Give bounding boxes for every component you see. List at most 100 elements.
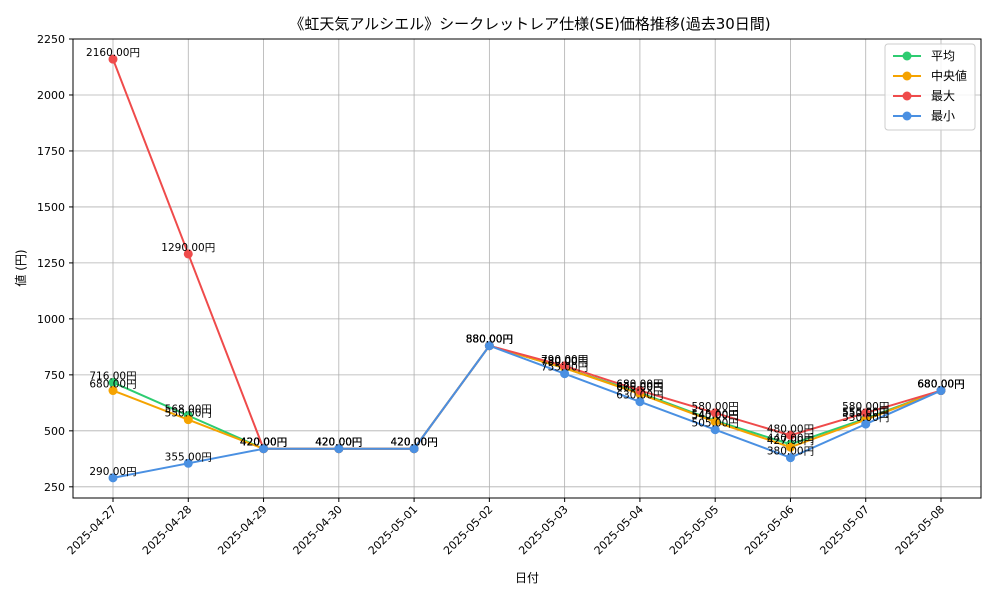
data-point bbox=[409, 444, 419, 454]
data-label: 420.00円 bbox=[240, 437, 287, 449]
data-label: 420.00円 bbox=[390, 437, 437, 449]
legend-entry: 中央値 bbox=[931, 68, 967, 83]
legend-marker bbox=[902, 91, 912, 101]
series-line bbox=[112, 58, 942, 450]
data-point bbox=[560, 369, 570, 379]
data-point bbox=[936, 386, 946, 396]
data-point bbox=[785, 430, 795, 440]
data-point bbox=[861, 419, 871, 429]
data-label: 680.00円 bbox=[917, 379, 964, 391]
data-point bbox=[635, 397, 645, 407]
y-axis-ticks: 250 500 750 1000 1250 1500 1750 2000 2250 bbox=[37, 33, 73, 494]
data-label: 665.00円 bbox=[616, 382, 663, 394]
x-tick-label: 2025-05-01 bbox=[366, 503, 420, 557]
data-point bbox=[183, 415, 193, 425]
legend-marker bbox=[902, 111, 912, 121]
data-label: 780.00円 bbox=[541, 356, 588, 368]
data-label: 580.00円 bbox=[692, 401, 739, 413]
data-label: 420.00円 bbox=[240, 437, 287, 449]
data-point bbox=[183, 458, 193, 468]
x-tick-label: 2025-05-02 bbox=[441, 503, 495, 557]
data-point bbox=[785, 453, 795, 463]
data-label: 420.00円 bbox=[315, 437, 362, 449]
data-label: 755.00円 bbox=[541, 362, 588, 374]
data-label: 680.00円 bbox=[89, 379, 136, 391]
data-label: 427.00円 bbox=[767, 435, 814, 447]
data-label: 680.00円 bbox=[917, 379, 964, 391]
data-label: 716.00円 bbox=[89, 370, 136, 382]
x-tick-label: 2025-04-27 bbox=[65, 503, 119, 557]
data-label: 555.00円 bbox=[842, 407, 889, 419]
y-tick-label: 1750 bbox=[37, 145, 65, 158]
data-label: 290.00円 bbox=[89, 466, 136, 478]
data-point bbox=[334, 444, 344, 454]
data-label: 420.00円 bbox=[390, 437, 437, 449]
data-label: 355.00円 bbox=[165, 451, 212, 463]
data-label: 880.00円 bbox=[466, 334, 513, 346]
data-label: 420.00円 bbox=[390, 437, 437, 449]
data-label: 420.00円 bbox=[240, 437, 287, 449]
data-point bbox=[710, 417, 720, 427]
y-tick-label: 750 bbox=[44, 369, 65, 382]
x-tick-label: 2025-05-04 bbox=[592, 503, 646, 557]
data-label: 545.00円 bbox=[692, 409, 739, 421]
data-label: 680.00円 bbox=[917, 379, 964, 391]
data-label: 880.00円 bbox=[466, 334, 513, 346]
data-label: 420.00円 bbox=[315, 437, 362, 449]
legend-box bbox=[884, 43, 976, 131]
series-line bbox=[112, 344, 942, 479]
data-label: 680.00円 bbox=[616, 379, 663, 391]
data-label: 420.00円 bbox=[240, 437, 287, 449]
data-label: 670.00円 bbox=[616, 381, 663, 393]
x-tick-label: 2025-04-29 bbox=[215, 503, 269, 557]
data-point bbox=[108, 386, 118, 396]
y-axis-label: 値 (円) bbox=[13, 249, 28, 286]
y-tick-label: 1500 bbox=[37, 201, 65, 214]
x-tick-label: 2025-05-05 bbox=[667, 503, 721, 557]
data-label: 380.00円 bbox=[767, 446, 814, 458]
x-tick-label: 2025-04-30 bbox=[291, 503, 345, 557]
data-label: 505.00円 bbox=[692, 418, 739, 430]
plot-area-frame bbox=[72, 38, 982, 499]
data-label: 880.00円 bbox=[466, 334, 513, 346]
x-tick-label: 2025-05-07 bbox=[817, 503, 871, 557]
data-point bbox=[108, 54, 118, 64]
data-point bbox=[785, 442, 795, 452]
data-point bbox=[560, 361, 570, 371]
data-point bbox=[108, 473, 118, 483]
data-point bbox=[710, 425, 720, 435]
x-tick-label: 2025-05-06 bbox=[742, 503, 796, 557]
data-label: 440.00円 bbox=[767, 432, 814, 444]
x-axis-label: 日付 bbox=[515, 571, 539, 585]
data-label: 880.00円 bbox=[466, 334, 513, 346]
data-label: 550.00円 bbox=[165, 408, 212, 420]
y-tick-label: 1000 bbox=[37, 313, 65, 326]
data-label: 580.00円 bbox=[842, 401, 889, 413]
data-point bbox=[259, 444, 269, 454]
legend-entry: 平均 bbox=[931, 49, 955, 63]
data-point bbox=[861, 408, 871, 418]
legend-marker bbox=[902, 71, 912, 81]
grid-lines bbox=[73, 38, 981, 498]
chart-title: 《虹天気アルシエル》シークレットレア仕様(SE)価格推移(過去30日間) bbox=[289, 15, 770, 33]
data-label: 790.00円 bbox=[541, 354, 588, 366]
x-tick-label: 2025-04-28 bbox=[140, 503, 194, 557]
series-lines bbox=[108, 54, 946, 483]
data-point bbox=[710, 408, 720, 418]
data-label: 530.00円 bbox=[842, 412, 889, 424]
data-label: 420.00円 bbox=[390, 437, 437, 449]
legend-entry: 最小 bbox=[931, 109, 955, 123]
data-label: 2160.00円 bbox=[86, 47, 140, 59]
data-label: 1290.00円 bbox=[161, 242, 215, 254]
y-tick-label: 2250 bbox=[37, 33, 65, 46]
series-line bbox=[112, 344, 942, 450]
data-label: 550.00円 bbox=[842, 408, 889, 420]
legend-marker bbox=[902, 51, 912, 61]
x-axis-ticks: 2025-04-27 2025-04-28 2025-04-29 2025-04-30… bbox=[65, 498, 947, 557]
x-tick-label: 2025-05-03 bbox=[516, 503, 570, 557]
y-tick-label: 500 bbox=[44, 425, 65, 438]
series-line bbox=[112, 344, 942, 450]
data-label: 540.00円 bbox=[692, 410, 739, 422]
